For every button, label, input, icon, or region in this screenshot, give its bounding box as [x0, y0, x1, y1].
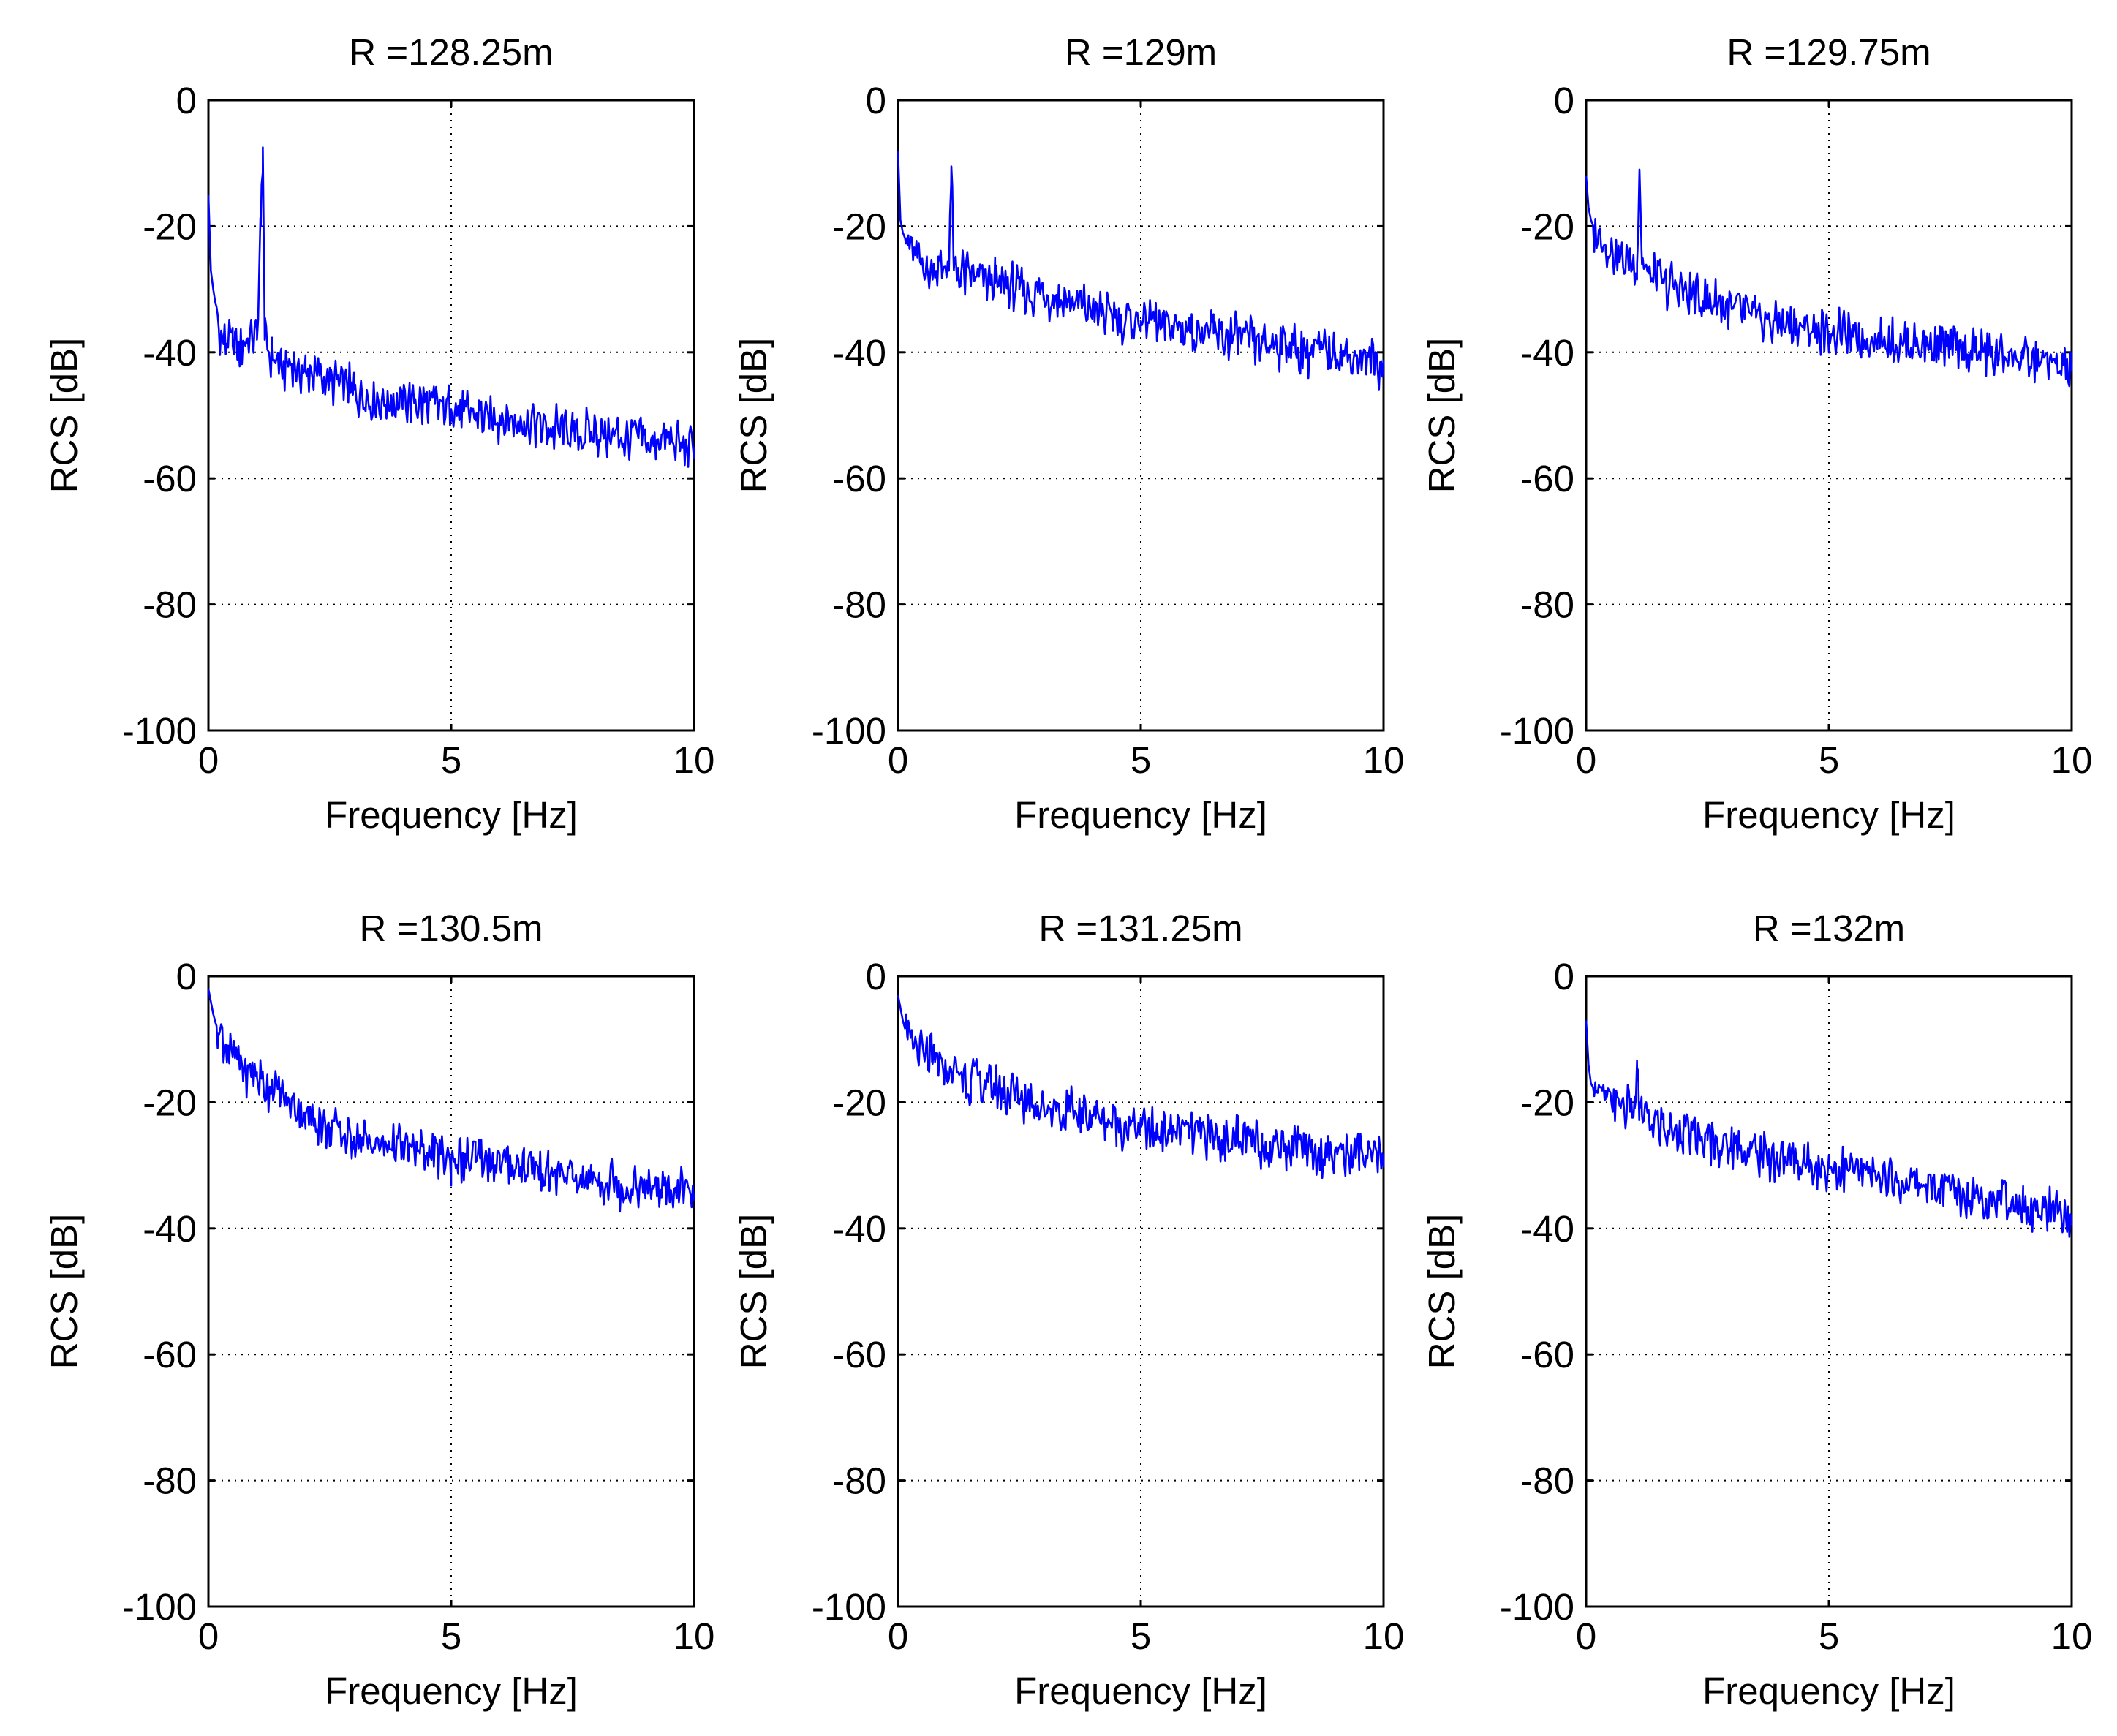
y-tick-label: -40 — [832, 1208, 886, 1250]
y-tick-label: -60 — [832, 458, 886, 499]
x-axis-label: Frequency [Hz] — [1702, 1670, 1955, 1712]
y-tick-label: -20 — [832, 1082, 886, 1123]
y-tick-label: -100 — [812, 710, 886, 752]
y-tick-label: 0 — [1554, 80, 1574, 121]
x-tick-label: 10 — [2051, 739, 2093, 781]
series-line-1 — [207, 146, 695, 468]
chart-title: R =128.25m — [349, 31, 553, 73]
x-tick-label: 5 — [1131, 739, 1151, 781]
y-tick-label: -20 — [1520, 1082, 1574, 1123]
y-tick-label: -100 — [122, 1586, 197, 1628]
x-axis-label: Frequency [Hz] — [1014, 794, 1267, 836]
x-tick-label: 0 — [198, 1615, 219, 1657]
x-tick-label: 10 — [1363, 739, 1405, 781]
y-tick-label: -80 — [1520, 584, 1574, 626]
chart-panel-3: 0 5 10 0 -20 -40 -60 -80 -100 R =129.75m Frequency… — [1421, 31, 2092, 836]
x-tick-label: 10 — [1363, 1615, 1405, 1657]
series-line-1 — [897, 150, 1385, 391]
y-tick-label: 0 — [176, 80, 197, 121]
y-tick-label: -40 — [1520, 1208, 1574, 1250]
x-tick-label: 0 — [198, 739, 219, 781]
y-tick-label: -60 — [143, 458, 197, 499]
y-tick-label: -80 — [832, 584, 886, 626]
y-tick-label: -80 — [832, 1460, 886, 1502]
y-tick-label: -40 — [143, 332, 197, 374]
y-tick-label: -60 — [832, 1334, 886, 1375]
y-axis-label: RCS [dB] — [1421, 1214, 1463, 1370]
chart-panel-6: 0 5 10 0 -20 -40 -60 -80 -100 R =132m Frequency [H… — [1421, 907, 2092, 1712]
chart-panel-4: 0 5 10 0 -20 -40 -60 -80 -100 R =130.5m Frequency … — [43, 907, 714, 1712]
x-tick-label: 10 — [673, 1615, 715, 1657]
y-tick-label: 0 — [1554, 956, 1574, 997]
x-tick-label: 5 — [1819, 739, 1839, 781]
y-tick-label: -20 — [143, 205, 197, 247]
series-line-1 — [207, 988, 695, 1213]
chart-panel-2: 0 5 10 0 -20 -40 -60 -80 -100 R =129m Frequency [H… — [733, 31, 1404, 836]
y-tick-label: 0 — [176, 956, 197, 997]
y-tick-label: -80 — [143, 584, 197, 626]
y-tick-label: -80 — [143, 1460, 197, 1502]
plot-area — [897, 99, 1385, 732]
x-axis-label: Frequency [Hz] — [325, 794, 578, 836]
x-axis-label: Frequency [Hz] — [1014, 1670, 1267, 1712]
y-tick-label: -20 — [143, 1082, 197, 1123]
y-tick-label: -20 — [832, 205, 886, 247]
series-line-1 — [897, 995, 1385, 1180]
plot-area — [207, 975, 695, 1608]
x-tick-label: 10 — [2051, 1615, 2093, 1657]
y-tick-label: -100 — [122, 710, 197, 752]
plot-area — [1585, 99, 2073, 732]
chart-title: R =131.25m — [1038, 907, 1242, 949]
y-tick-label: -100 — [1500, 710, 1574, 752]
plot-area — [897, 975, 1385, 1608]
y-tick-label: 0 — [866, 80, 886, 121]
y-axis-label: RCS [dB] — [43, 338, 85, 494]
x-tick-label: 5 — [441, 1615, 461, 1657]
x-tick-label: 0 — [1576, 739, 1596, 781]
series-line-1 — [1585, 168, 2073, 388]
y-axis-label: RCS [dB] — [43, 1214, 85, 1370]
y-tick-label: -40 — [1520, 332, 1574, 374]
x-tick-label: 10 — [673, 739, 715, 781]
x-axis-label: Frequency [Hz] — [1702, 794, 1955, 836]
x-axis-label: Frequency [Hz] — [325, 1670, 578, 1712]
series-line-1 — [1585, 1020, 2073, 1238]
x-tick-label: 0 — [888, 1615, 908, 1657]
y-axis-label: RCS [dB] — [733, 1214, 774, 1370]
chart-panel-5: 0 5 10 0 -20 -40 -60 -80 -100 R =131.25m Frequency… — [733, 907, 1404, 1712]
chart-title: R =130.5m — [360, 907, 543, 949]
y-tick-label: -20 — [1520, 205, 1574, 247]
x-tick-label: 0 — [888, 739, 908, 781]
y-axis-label: RCS [dB] — [733, 338, 774, 494]
y-tick-label: -60 — [1520, 1334, 1574, 1375]
y-axis-label: RCS [dB] — [1421, 338, 1463, 494]
chart-panel-1: 0 5 10 0 -20 -40 -60 -80 -100 R =128.25m Frequency… — [43, 31, 714, 836]
y-tick-label: -60 — [143, 1334, 197, 1375]
chart-title: R =129.75m — [1727, 31, 1931, 73]
y-tick-label: -100 — [1500, 1586, 1574, 1628]
y-tick-label: -100 — [812, 1586, 886, 1628]
x-tick-label: 0 — [1576, 1615, 1596, 1657]
y-tick-label: -60 — [1520, 458, 1574, 499]
y-tick-label: -80 — [1520, 1460, 1574, 1502]
y-tick-label: -40 — [143, 1208, 197, 1250]
x-tick-label: 5 — [441, 739, 461, 781]
x-tick-label: 5 — [1819, 1615, 1839, 1657]
chart-title: R =129m — [1065, 31, 1217, 73]
x-tick-label: 5 — [1131, 1615, 1151, 1657]
plot-area — [1585, 975, 2073, 1608]
chart-title: R =132m — [1753, 907, 1905, 949]
y-tick-label: 0 — [866, 956, 886, 997]
y-tick-label: -40 — [832, 332, 886, 374]
